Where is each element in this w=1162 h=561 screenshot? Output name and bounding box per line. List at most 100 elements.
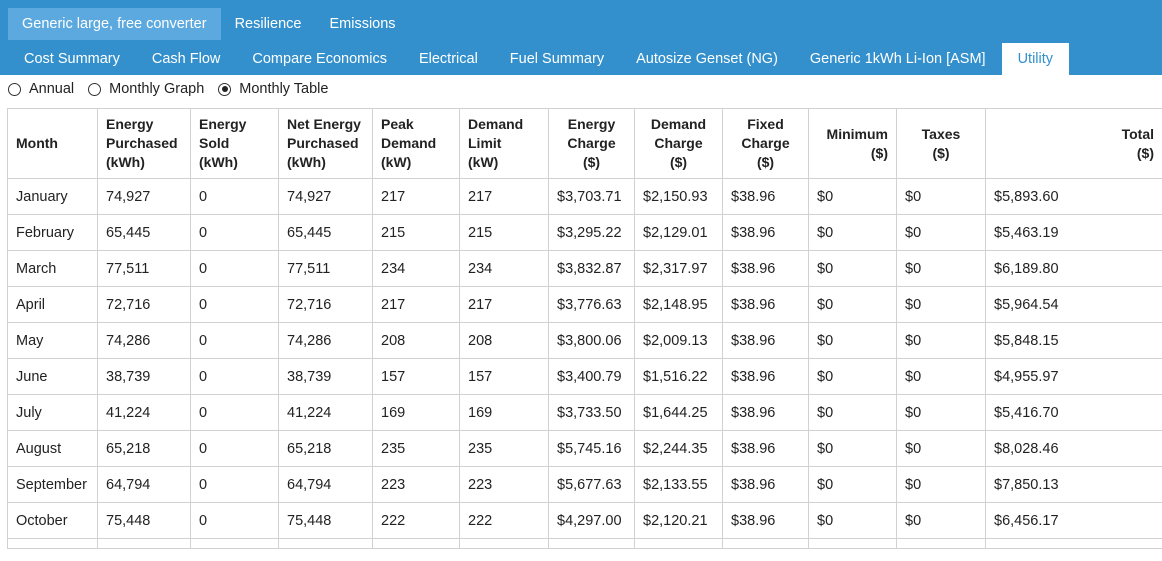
table-cell: $6,189.80 bbox=[985, 250, 1162, 287]
tab[interactable]: Emissions bbox=[329, 16, 396, 32]
table-cell: September bbox=[7, 466, 98, 503]
table-cell: $0 bbox=[808, 322, 897, 359]
header-line: Charge bbox=[654, 135, 703, 151]
table-cell: January bbox=[7, 178, 98, 215]
header-line: (kW) bbox=[381, 154, 412, 170]
table-cell: February bbox=[7, 214, 98, 251]
table-cell bbox=[7, 538, 98, 549]
table-cell: $2,120.21 bbox=[634, 502, 723, 539]
column-header: Taxes ($) bbox=[896, 108, 986, 179]
table-cell: $0 bbox=[896, 358, 986, 395]
table-cell: $0 bbox=[896, 394, 986, 431]
radio-option[interactable]: Annual bbox=[8, 81, 74, 97]
table-cell: $2,133.55 bbox=[634, 466, 723, 503]
table-row bbox=[7, 538, 1162, 549]
table-cell bbox=[896, 538, 986, 549]
table-cell: 0 bbox=[190, 286, 279, 323]
tab[interactable]: Fuel Summary bbox=[509, 51, 605, 67]
table-cell: $5,677.63 bbox=[548, 466, 635, 503]
radio-option[interactable]: Monthly Graph bbox=[88, 81, 204, 97]
table-cell: 75,448 bbox=[278, 502, 373, 539]
radio-label[interactable]: Monthly Table bbox=[239, 81, 329, 97]
tab[interactable]: Electrical bbox=[418, 51, 478, 67]
table-row: July 41,224 0 41,224 169 169 $3,733.50 $1,644.2… bbox=[7, 394, 1162, 431]
column-header: Energy Sold (kWh) bbox=[190, 108, 279, 179]
table-cell: $38.96 bbox=[722, 322, 809, 359]
table-cell: $2,244.35 bbox=[634, 430, 723, 467]
radio-button[interactable] bbox=[218, 82, 232, 96]
table-cell: 77,511 bbox=[278, 250, 373, 287]
tab[interactable]: Utility bbox=[1001, 43, 1070, 75]
table-cell: 0 bbox=[190, 250, 279, 287]
table-row: May 74,286 0 74,286 208 208 $3,800.06 $2,009.13… bbox=[7, 322, 1162, 359]
tab[interactable]: Generic large, free converter bbox=[8, 8, 221, 40]
radio-button[interactable] bbox=[8, 82, 21, 96]
table-cell: 38,739 bbox=[278, 358, 373, 395]
table-cell: 217 bbox=[459, 286, 549, 323]
table-cell: 72,716 bbox=[97, 286, 191, 323]
table-cell: 41,224 bbox=[278, 394, 373, 431]
tab[interactable]: Cost Summary bbox=[24, 51, 120, 67]
table-cell: $3,733.50 bbox=[548, 394, 635, 431]
table-cell bbox=[459, 538, 549, 549]
utility-table: Month Energy Purchased (kWh) Energy Sold (kWh)… bbox=[7, 108, 1162, 549]
header-line: Energy bbox=[199, 116, 247, 132]
table-cell: 0 bbox=[190, 466, 279, 503]
table-cell bbox=[808, 538, 897, 549]
radio-option[interactable]: Monthly Table bbox=[218, 81, 328, 97]
header-line: Charge bbox=[567, 135, 616, 151]
table-cell: 208 bbox=[372, 322, 460, 359]
header-line: Purchased bbox=[106, 135, 178, 151]
tab[interactable]: Cash Flow bbox=[151, 51, 221, 67]
header-line: (kW) bbox=[468, 154, 499, 170]
table-row: August 65,218 0 65,218 235 235 $5,745.16 $2,244… bbox=[7, 430, 1162, 467]
table-cell: 74,927 bbox=[278, 178, 373, 215]
radio-label[interactable]: Monthly Graph bbox=[109, 81, 205, 97]
table-cell: $3,400.79 bbox=[548, 358, 635, 395]
table-cell: $2,148.95 bbox=[634, 286, 723, 323]
table-cell: $4,955.97 bbox=[985, 358, 1162, 395]
table-cell: $0 bbox=[808, 502, 897, 539]
table-cell bbox=[722, 538, 809, 549]
table-cell bbox=[548, 538, 635, 549]
table-cell: $5,745.16 bbox=[548, 430, 635, 467]
table-cell: 215 bbox=[372, 214, 460, 251]
table-cell: 0 bbox=[190, 394, 279, 431]
header-line: Sold bbox=[199, 135, 230, 151]
tab[interactable]: Generic 1kWh Li-Ion [ASM] bbox=[809, 51, 986, 67]
table-cell: $5,416.70 bbox=[985, 394, 1162, 431]
table-cell: $1,644.25 bbox=[634, 394, 723, 431]
table-cell: $0 bbox=[808, 286, 897, 323]
radio-label[interactable]: Annual bbox=[29, 81, 75, 97]
header-line: Demand bbox=[468, 116, 524, 132]
table-cell: 235 bbox=[459, 430, 549, 467]
table-cell: $38.96 bbox=[722, 358, 809, 395]
table-cell: 234 bbox=[372, 250, 460, 287]
radio-button[interactable] bbox=[88, 82, 102, 96]
table-cell: 65,218 bbox=[278, 430, 373, 467]
table-cell: $0 bbox=[896, 430, 986, 467]
header-line: Energy bbox=[567, 116, 616, 132]
table-cell: $3,703.71 bbox=[548, 178, 635, 215]
tab[interactable]: Autosize Genset (NG) bbox=[636, 51, 778, 67]
table-cell: $38.96 bbox=[722, 466, 809, 503]
header-line: (kWh) bbox=[287, 154, 326, 170]
header-line: ($) bbox=[756, 154, 775, 170]
table-cell: 0 bbox=[190, 430, 279, 467]
table-cell: 41,224 bbox=[97, 394, 191, 431]
secondary-tabs: Cost Summary Cash Flow Compare Economics El… bbox=[8, 43, 1070, 75]
table-cell: $2,129.01 bbox=[634, 214, 723, 251]
tab[interactable]: Compare Economics bbox=[252, 51, 387, 67]
column-header: Demand Limit (kW) bbox=[459, 108, 549, 179]
table-cell bbox=[634, 538, 723, 549]
header-line: Limit bbox=[468, 135, 502, 151]
tab[interactable]: Resilience bbox=[234, 16, 302, 32]
column-header: Month bbox=[7, 108, 98, 179]
column-header: Fixed Charge ($) bbox=[722, 108, 809, 179]
table-cell: $6,456.17 bbox=[985, 502, 1162, 539]
table-cell: 169 bbox=[372, 394, 460, 431]
table-cell: 0 bbox=[190, 322, 279, 359]
table-cell: 77,511 bbox=[97, 250, 191, 287]
header-line: Demand bbox=[381, 135, 437, 151]
